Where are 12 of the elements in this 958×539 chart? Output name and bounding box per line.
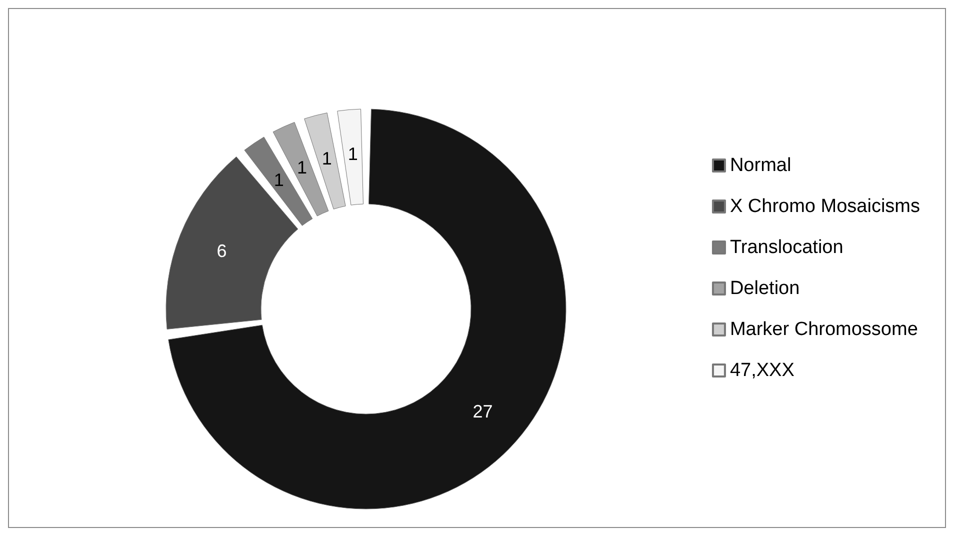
legend-label: X Chromo Mosaicisms <box>730 196 920 217</box>
data-label: 1 <box>348 144 358 164</box>
data-label: 1 <box>274 170 284 190</box>
data-label: 27 <box>472 402 493 422</box>
legend-label: Normal <box>730 155 792 176</box>
data-label: 1 <box>322 148 332 169</box>
data-label: 6 <box>216 241 227 262</box>
legend-label: Deletion <box>730 278 800 299</box>
data-label: 1 <box>296 157 307 178</box>
legend-label: 47,XXX <box>730 360 795 381</box>
legend-label: Marker Chromossome <box>730 319 918 340</box>
legend-label: Translocation <box>730 237 844 258</box>
